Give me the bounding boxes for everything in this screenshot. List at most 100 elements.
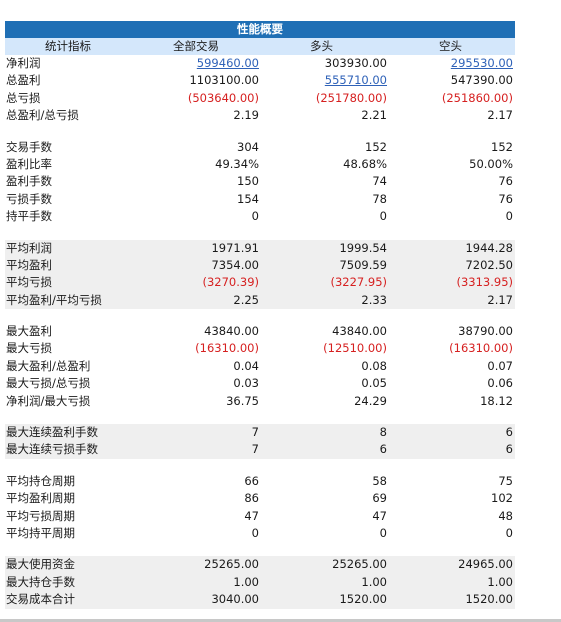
table-row: 最大盈利 43840.00 43840.00 38790.00	[5, 323, 515, 340]
row-label: 平均盈利周期	[6, 491, 75, 506]
header-long: 多头	[310, 39, 333, 53]
value-long[interactable]: 555710.00	[285, 72, 387, 89]
row-label: 盈利手数	[6, 174, 52, 189]
value-all-trades: 3040.00	[211, 592, 259, 607]
value-long: (251780.00)	[315, 90, 387, 105]
header-metric: 统计指标	[45, 39, 91, 53]
value-short: 6	[505, 442, 513, 457]
value-all-trades[interactable]: 599460.00	[155, 55, 259, 72]
value-all-trades: 0	[251, 525, 259, 540]
row-label: 最大使用资金	[6, 557, 75, 572]
bottom-divider	[0, 619, 561, 622]
performance-summary-table: 性能概要 统计指标 全部交易 多头 空头 净利润 599460.00 303930.…	[5, 21, 515, 609]
value-all-trades: 66	[244, 473, 259, 488]
value-short: 102	[491, 491, 513, 506]
value-short: 76	[498, 191, 513, 206]
value-all-trades: 1103100.00	[189, 73, 259, 88]
value-long: 1520.00	[339, 592, 387, 607]
value-short: 6	[505, 425, 513, 440]
row-label: 最大盈利	[6, 324, 52, 339]
table-row: 平均亏损 (3270.39) (3227.95) (3313.95)	[5, 274, 515, 292]
value-short: 38790.00	[458, 324, 513, 339]
value-all-trades: 7	[251, 442, 259, 457]
value-long: 1.00	[361, 574, 387, 589]
value-all-trades: (503640.00)	[187, 90, 259, 105]
header-short: 空头	[439, 39, 462, 53]
value-short: 7202.50	[465, 257, 513, 272]
row-label: 持平手数	[6, 209, 52, 224]
value-long: 0	[379, 525, 387, 540]
row-label: 平均盈利/平均亏损	[6, 292, 102, 307]
value-long: 6	[379, 442, 387, 457]
group-spacer	[5, 542, 515, 556]
table-row: 最大连续盈利手数 7 8 6	[5, 424, 515, 442]
value-short: 2.17	[487, 292, 513, 307]
row-label: 最大盈利/总盈利	[6, 358, 91, 373]
row-label: 总亏损	[6, 90, 41, 105]
value-long: 152	[365, 139, 387, 154]
value-all-trades: 2.19	[233, 108, 259, 123]
value-short: 152	[491, 139, 513, 154]
table-row: 最大使用资金 25265.00 25265.00 24965.00	[5, 556, 515, 574]
table-row: 平均持仓周期 66 58 75	[5, 473, 515, 490]
value-all-trades: 7	[251, 425, 259, 440]
header-all-trades: 全部交易	[173, 39, 219, 53]
row-label: 总盈利	[6, 73, 41, 88]
value-long: 25265.00	[332, 557, 387, 572]
table-row: 最大持仓手数 1.00 1.00 1.00	[5, 573, 515, 592]
value-short: (16310.00)	[449, 341, 513, 356]
value-all-trades: 150	[237, 174, 259, 189]
value-short: 0	[505, 209, 513, 224]
value-long: 2.21	[361, 108, 387, 123]
table-row: 最大亏损/总亏损 0.03 0.05 0.06	[5, 375, 515, 392]
table-row: 平均持平周期 0 0 0	[5, 525, 515, 542]
value-long: 74	[372, 174, 387, 189]
value-short: 0	[505, 525, 513, 540]
table-row: 平均盈利 7354.00 7509.59 7202.50	[5, 256, 515, 275]
row-label: 平均亏损	[6, 275, 52, 290]
table-row: 交易手数 304 152 152	[5, 139, 515, 156]
value-short: 24965.00	[458, 557, 513, 572]
row-label: 最大连续亏损手数	[6, 442, 98, 457]
table-row: 平均利润 1971.91 1999.54 1944.28	[5, 239, 515, 257]
value-all-trades: 1971.91	[211, 240, 259, 255]
row-label: 平均亏损周期	[6, 508, 75, 523]
row-label: 最大连续盈利手数	[6, 425, 98, 440]
value-all-trades: 86	[244, 491, 259, 506]
value-short: 0.07	[487, 358, 513, 373]
value-long: 0.05	[361, 376, 387, 391]
value-link[interactable]: 295530.00	[450, 56, 513, 70]
value-all-trades: 36.75	[226, 393, 259, 408]
table-row: 净利润/最大亏损 36.75 24.29 18.12	[5, 393, 515, 410]
group-spacer	[5, 410, 515, 424]
value-short[interactable]: 295530.00	[405, 55, 513, 72]
value-link[interactable]: 599460.00	[196, 56, 259, 70]
value-long: 69	[372, 491, 387, 506]
table-row: 最大连续亏损手数 7 6 6	[5, 441, 515, 459]
table-row: 交易成本合计 3040.00 1520.00 1520.00	[5, 591, 515, 609]
row-label: 平均持仓周期	[6, 473, 75, 488]
value-short: 1.00	[487, 574, 513, 589]
value-long: (3227.95)	[330, 275, 387, 290]
value-short: 48	[498, 508, 513, 523]
value-short: (3313.95)	[456, 275, 513, 290]
value-long: 43840.00	[332, 324, 387, 339]
table-row: 最大亏损 (16310.00) (12510.00) (16310.00)	[5, 340, 515, 357]
row-label: 最大亏损/总亏损	[6, 376, 91, 391]
value-short: 76	[498, 174, 513, 189]
table-row: 总盈利 1103100.00 555710.00 547390.00	[5, 72, 515, 89]
value-link[interactable]: 555710.00	[324, 73, 387, 88]
row-label: 平均利润	[6, 240, 52, 255]
value-all-trades: (16310.00)	[195, 341, 259, 356]
row-label: 最大亏损	[6, 341, 52, 356]
value-all-trades: 0.04	[233, 358, 259, 373]
value-short: (251860.00)	[441, 90, 513, 105]
group-spacer	[5, 125, 515, 139]
row-label: 平均盈利	[6, 257, 52, 272]
column-header-row: 统计指标 全部交易 多头 空头	[5, 38, 515, 55]
value-long: 8	[379, 425, 387, 440]
table-row: 净利润 599460.00 303930.00 295530.00	[5, 55, 515, 72]
value-long: 58	[372, 473, 387, 488]
group-spacer	[5, 309, 515, 323]
value-all-trades: 7354.00	[211, 257, 259, 272]
